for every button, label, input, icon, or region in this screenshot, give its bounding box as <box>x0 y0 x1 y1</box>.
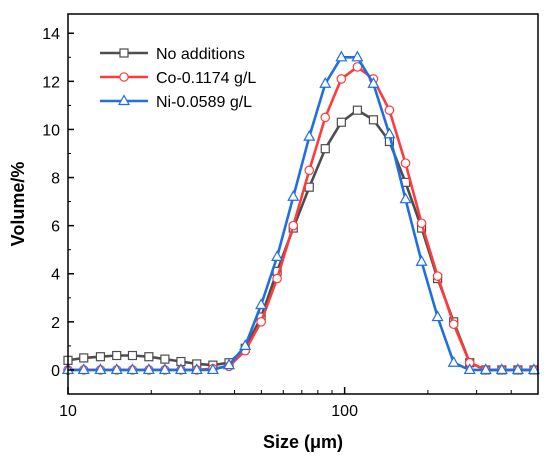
legend-entry: No additions <box>100 46 245 63</box>
data-point <box>79 353 89 363</box>
data-point <box>142 363 155 375</box>
data-point <box>431 310 444 322</box>
plot-area <box>61 50 540 375</box>
data-point <box>95 352 106 362</box>
x-tick-label: 100 <box>331 403 358 420</box>
y-tick-label: 0 <box>51 363 60 380</box>
data-point <box>94 363 107 375</box>
data-point <box>415 254 428 266</box>
data-point <box>110 363 123 375</box>
data-point <box>383 127 396 139</box>
data-point <box>367 77 380 88</box>
legend-marker <box>119 48 129 58</box>
data-point <box>256 317 266 327</box>
data-point <box>174 363 187 375</box>
data-point <box>127 350 138 361</box>
data-point <box>320 112 331 123</box>
series-line <box>68 56 534 372</box>
data-point <box>511 363 524 375</box>
data-point <box>304 165 315 176</box>
legend-entry: Co-0.1174 g/L <box>100 70 256 87</box>
data-point <box>158 363 171 375</box>
data-point <box>239 339 252 350</box>
plot-frame <box>67 13 539 395</box>
data-point <box>527 363 540 375</box>
series-line <box>67 108 534 372</box>
y-tick-label: 4 <box>51 267 60 284</box>
data-point <box>288 220 299 231</box>
data-point <box>144 352 154 362</box>
data-point <box>335 50 348 62</box>
data-point <box>463 363 476 375</box>
data-point <box>319 77 332 88</box>
data-point <box>223 358 236 370</box>
data-point <box>336 117 346 127</box>
x-axis-title: Size (μm) <box>263 432 343 452</box>
legend-label: Ni-0.0589 g/L <box>156 94 252 111</box>
series-2 <box>63 62 539 375</box>
series-line <box>68 65 534 372</box>
legend-entry: Ni-0.0589 g/L <box>100 94 252 111</box>
series-3 <box>61 50 540 375</box>
legend-marker <box>117 94 131 106</box>
data-point <box>271 250 284 262</box>
data-point <box>495 363 508 375</box>
data-point <box>287 190 300 201</box>
data-point <box>384 105 395 116</box>
data-point <box>352 62 363 72</box>
legend: No additions Co-0.1174 g/L Ni-0.0589 g/L <box>100 46 256 111</box>
data-point <box>126 363 139 375</box>
y-tick-label: 12 <box>42 74 60 91</box>
data-point <box>112 350 122 361</box>
data-point <box>320 144 330 154</box>
data-point <box>255 298 268 310</box>
data-point <box>352 105 362 115</box>
data-point <box>77 363 90 375</box>
legend-marker <box>119 72 129 82</box>
y-tick-label: 2 <box>51 315 60 332</box>
data-point <box>272 273 282 284</box>
data-point <box>448 319 459 330</box>
data-point <box>432 271 443 281</box>
legend-label: No additions <box>156 46 245 63</box>
series-1 <box>63 105 539 375</box>
axes: 0 2 4 6 8 10 12 14 10 100 <box>42 13 539 420</box>
data-point <box>399 192 412 204</box>
y-axis-title: Volume/% <box>8 162 28 247</box>
data-point <box>190 363 203 375</box>
y-tick-label: 6 <box>51 219 60 236</box>
y-tick-label: 14 <box>42 26 60 43</box>
data-point <box>479 363 492 375</box>
data-point <box>368 115 379 125</box>
data-point <box>400 158 411 168</box>
x-tick-label: 10 <box>59 403 77 420</box>
data-point <box>447 355 460 367</box>
data-point <box>336 74 347 84</box>
data-point <box>303 129 316 141</box>
legend-label: Co-0.1174 g/L <box>156 70 256 87</box>
data-point <box>206 363 219 375</box>
y-tick-label: 8 <box>51 171 60 188</box>
data-point <box>416 218 427 229</box>
data-point <box>351 50 364 62</box>
y-tick-label: 10 <box>42 122 60 139</box>
data-point <box>160 354 170 364</box>
